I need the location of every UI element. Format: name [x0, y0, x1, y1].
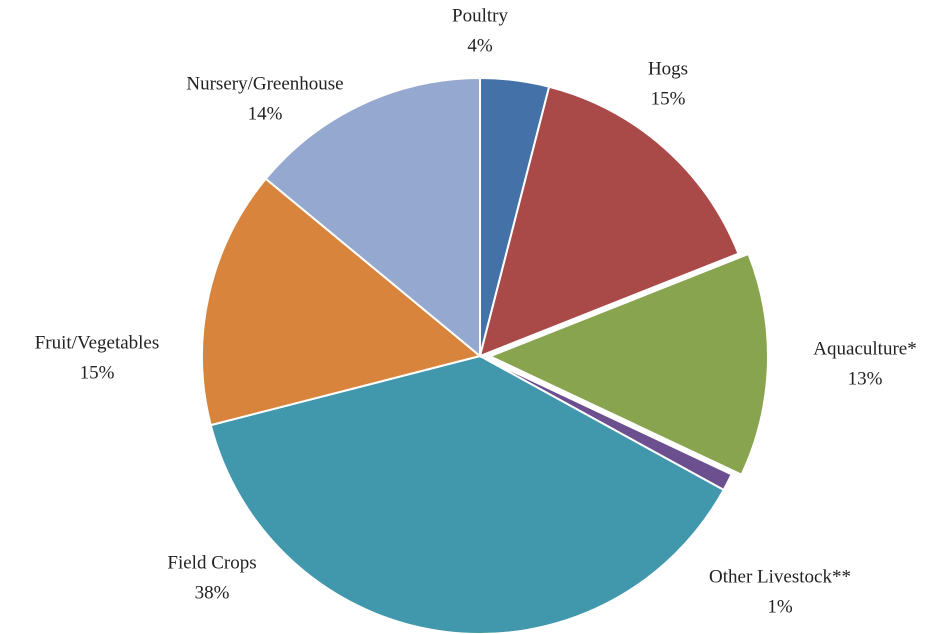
slice-value: 14% [248, 103, 283, 124]
slice-value: 1% [767, 596, 793, 617]
pie-slice [487, 252, 769, 477]
slice-label: Poultry [452, 5, 508, 26]
pie-slice [209, 354, 725, 634]
slice-label: Fruit/Vegetables [35, 332, 160, 353]
slice-label: Aquaculture* [813, 338, 916, 359]
pie-slice [264, 76, 481, 359]
pie-slice [478, 85, 740, 358]
slice-label: Field Crops [167, 552, 256, 573]
slice-label: Hogs [648, 58, 688, 79]
slice-value: 13% [848, 368, 883, 389]
slice-value: 38% [195, 582, 230, 603]
slice-label: Nursery/Greenhouse [186, 73, 343, 94]
slice-value: 15% [651, 88, 686, 109]
slice-label: Other Livestock** [709, 566, 851, 587]
pie-slice [201, 177, 483, 427]
slice-value: 15% [80, 362, 115, 383]
slice-value: 4% [467, 35, 493, 56]
